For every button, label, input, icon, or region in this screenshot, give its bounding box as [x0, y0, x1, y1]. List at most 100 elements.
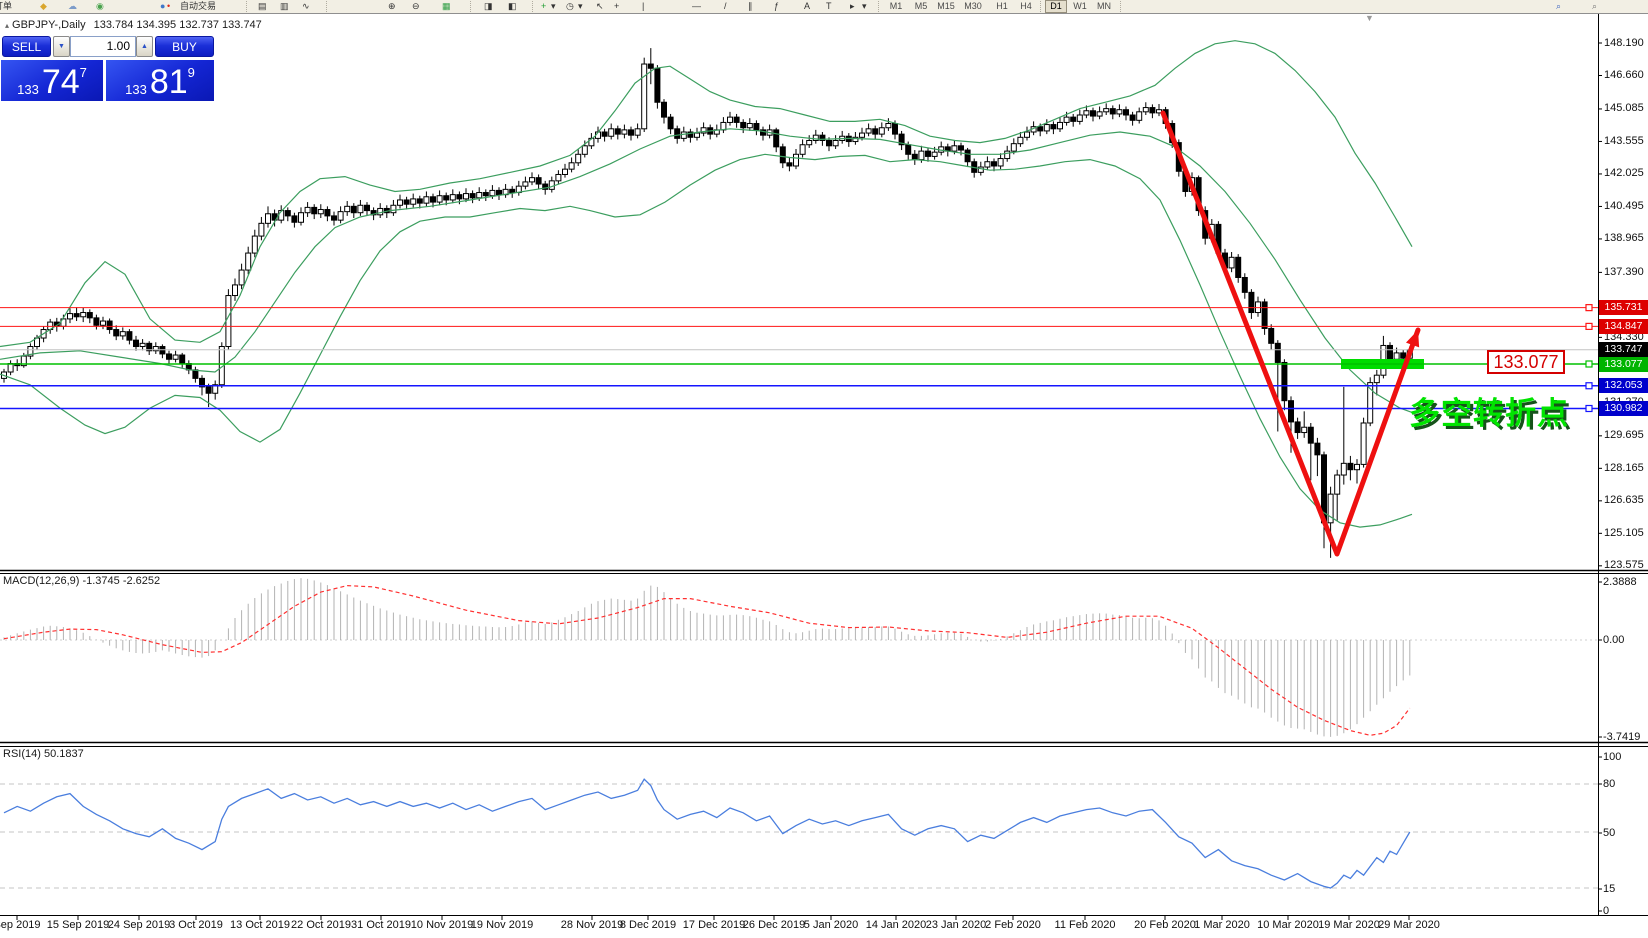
axis-ticks	[16, 42, 1602, 920]
add-indicator-icon[interactable]: +	[541, 1, 547, 11]
zoom-in-icon[interactable]: ⊕	[388, 1, 396, 11]
toolbar-separator	[246, 1, 247, 12]
bar-chart-icon[interactable]: ▤	[258, 1, 267, 11]
channel-icon[interactable]: ∥	[748, 1, 753, 11]
price-badge: 134.847	[1599, 318, 1648, 334]
bid-big-figure: 133	[17, 82, 39, 97]
fibonacci-icon[interactable]: ƒ	[774, 1, 780, 11]
macd-indicator-label: MACD(12,26,9) -1.3745 -2.6252	[3, 575, 161, 587]
chart-marker-icon: ▴	[5, 21, 10, 30]
toolbar-separator	[1120, 1, 1121, 12]
crosshair-icon[interactable]: +	[614, 1, 620, 11]
price-tick-label: 140.495	[1604, 199, 1644, 212]
macd-axis-label: -3.7419	[1603, 730, 1641, 743]
timeframe-m30[interactable]: M30	[964, 1, 982, 11]
volume-down-button[interactable]: ▼	[53, 36, 70, 57]
date-tick-label: 31 Oct 2019	[351, 919, 411, 931]
price-tick-label: 129.695	[1604, 429, 1644, 442]
main-toolbar: 订单 ◆ ☁ ◉ ●• 自动交易 ▤ ▥ ∿ ⊕ ⊖ ▦ ◨ ◧ + ▾ ◷ ▾ ↖ + | — / ∥ ƒ A T ▸ ▾ M1 M5 M1…	[0, 0, 1648, 14]
new-order-button[interactable]: 订单	[0, 1, 13, 11]
toolbar-separator	[470, 1, 471, 12]
rsi-axis-label: 100	[1603, 750, 1622, 763]
ask-points: 81	[149, 63, 188, 101]
cursor-icon[interactable]: ↖	[596, 1, 604, 11]
timeframe-w1[interactable]: W1	[1073, 1, 1087, 11]
autotrade-button[interactable]: 自动交易	[180, 1, 217, 11]
price-badge: 133.747	[1599, 342, 1648, 358]
price-callout-box: 133.077	[1487, 350, 1565, 374]
timeframe-m5[interactable]: M5	[914, 1, 928, 11]
price-tick-label: 145.085	[1604, 102, 1644, 115]
auto-scroll-icon[interactable]: ◧	[508, 1, 517, 11]
date-tick-label: 17 Dec 2019	[682, 919, 746, 931]
rsi-indicator-label: RSI(14) 50.1837	[3, 748, 84, 760]
price-tick-label: 126.635	[1604, 494, 1644, 507]
label-tool-icon[interactable]: T	[826, 1, 832, 11]
ask-big-figure: 133	[125, 82, 147, 97]
zoom-out-icon[interactable]: ⊖	[412, 1, 420, 11]
arrows-tool-icon[interactable]: ▸	[850, 1, 855, 11]
macd-plot	[0, 578, 1598, 737]
macd-axis-label: 2.3888	[1603, 575, 1637, 588]
rsi-axis-label: 80	[1603, 777, 1616, 790]
line-chart-icon[interactable]: ∿	[302, 1, 310, 11]
price-tick-label: 146.660	[1604, 68, 1644, 81]
indicator-caret-icon[interactable]: ▾	[551, 1, 556, 11]
candle-chart-icon[interactable]: ▥	[280, 1, 289, 11]
timeframe-m15[interactable]: M15	[937, 1, 955, 11]
signal-icon[interactable]: ◉	[96, 1, 104, 11]
trendline-icon[interactable]: /	[724, 1, 727, 11]
text-tool-icon[interactable]: A	[804, 1, 811, 11]
scroll-to-end-icon[interactable]: ▼	[1365, 13, 1374, 23]
market-watch-icon[interactable]: ◆	[40, 1, 47, 11]
horizontal-line-icon[interactable]: —	[692, 1, 701, 11]
volume-up-button[interactable]: ▲	[136, 36, 153, 57]
date-tick-label: 10 Nov 2019	[410, 919, 474, 931]
price-badge: 135.731	[1599, 300, 1648, 316]
date-tick-label: 8 Dec 2019	[619, 919, 677, 931]
date-tick-label: 20 Feb 2020	[1134, 919, 1196, 931]
timeframe-d1[interactable]: D1	[1045, 0, 1067, 13]
one-click-trading-panel: SELL ▼ 1.00 ▲ BUY 133 74 7 133 81 9	[0, 36, 216, 101]
cloud-icon[interactable]: ☁	[68, 1, 77, 11]
price-badge: 132.053	[1599, 378, 1648, 394]
tile-windows-icon[interactable]: ▦	[442, 1, 451, 11]
timeframe-h4[interactable]: H4	[1020, 1, 1032, 11]
date-tick-label: 15 Sep 2019	[46, 919, 110, 931]
turning-point-annotation: 多空转折点	[1409, 396, 1569, 431]
periods-caret-icon[interactable]: ▾	[578, 1, 583, 11]
timeframe-mn[interactable]: MN	[1097, 1, 1111, 11]
date-tick-label: 19 Mar 2020	[1318, 919, 1380, 931]
price-badge: 133.077	[1599, 356, 1648, 372]
timeframe-m1[interactable]: M1	[889, 1, 903, 11]
price-tick-label: 138.965	[1604, 232, 1644, 245]
price-badge: 130.982	[1599, 400, 1648, 416]
vertical-line-icon[interactable]: |	[642, 1, 645, 11]
search-icon[interactable]: ⌕	[1556, 1, 1562, 11]
autotrade-globe-icon[interactable]: ●	[160, 1, 166, 11]
candles	[1, 48, 1413, 558]
macd-axis-label: 0.00	[1603, 633, 1625, 646]
ask-pip: 9	[187, 65, 195, 80]
sell-button[interactable]: SELL	[2, 36, 51, 57]
volume-input[interactable]: 1.00	[70, 36, 136, 57]
buy-button[interactable]: BUY	[155, 36, 214, 57]
price-tick-label: 128.165	[1604, 461, 1644, 474]
periods-icon[interactable]: ◷	[566, 1, 574, 11]
symbol-period-label: GBPJPY-,Daily	[12, 19, 86, 31]
rsi-plot	[0, 778, 1598, 889]
date-tick-label: Sep 2019	[0, 919, 41, 931]
date-tick-label: 23 Jan 2020	[925, 919, 987, 931]
date-tick-label: 3 Oct 2019	[169, 919, 223, 931]
date-tick-label: 5 Jan 2020	[803, 919, 859, 931]
ask-quote-button[interactable]: 133 81 9	[106, 60, 214, 101]
autotrade-status-dot[interactable]: •	[167, 1, 171, 11]
date-tick-label: 13 Oct 2019	[230, 919, 290, 931]
arrows-caret-icon[interactable]: ▾	[862, 1, 867, 11]
shift-chart-icon[interactable]: ◨	[484, 1, 493, 11]
price-tick-label: 137.390	[1604, 265, 1644, 278]
help-lens-icon[interactable]: ⌕	[1592, 1, 1598, 11]
timeframe-h1[interactable]: H1	[996, 1, 1008, 11]
bid-quote-button[interactable]: 133 74 7	[1, 60, 103, 101]
